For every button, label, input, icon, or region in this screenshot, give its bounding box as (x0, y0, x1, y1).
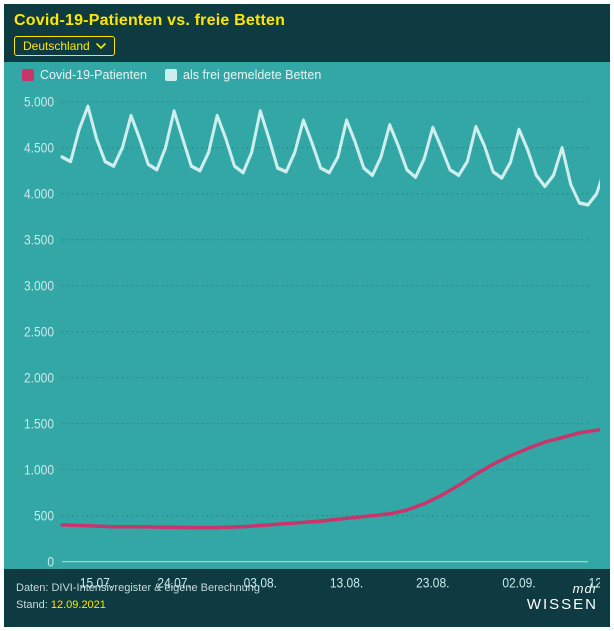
legend-label: Covid-19-Patienten (40, 68, 147, 82)
legend-item-patients: Covid-19-Patienten (22, 68, 147, 82)
y-tick-label: 5.000 (24, 94, 54, 110)
x-tick-label: 23.08. (416, 575, 449, 591)
region-label: Deutschland (23, 40, 90, 52)
legend-label: als frei gemeldete Betten (183, 68, 321, 82)
y-tick-label: 3.000 (24, 277, 54, 293)
x-tick-label: 03.08. (244, 575, 277, 591)
chart-title: Covid-19-Patienten vs. freie Betten (14, 12, 600, 30)
chart-legend: Covid-19-Patienten als frei gemeldete Be… (14, 62, 600, 90)
y-tick-label: 1.500 (24, 415, 54, 431)
stand-date: 12.09.2021 (51, 599, 106, 611)
y-tick-label: 500 (34, 507, 54, 523)
line-chart-svg: 0 500 1.000 1.500 2.000 2.500 3.000 3.500 4.000 4… (14, 90, 600, 597)
legend-swatch (22, 69, 34, 81)
y-tick-label: 1.000 (24, 461, 54, 477)
x-tick-label: 13.08. (330, 575, 363, 591)
x-tick-label: 15.07. (80, 575, 113, 591)
legend-item-free-beds: als frei gemeldete Betten (165, 68, 321, 82)
series-free-beds (62, 106, 600, 204)
y-tick-label: 2.000 (24, 369, 54, 385)
legend-swatch (165, 69, 177, 81)
y-tick-label: 4.000 (24, 186, 54, 202)
card-header: Covid-19-Patienten vs. freie Betten Deut… (4, 4, 610, 62)
x-tick-label: 12.09. (589, 575, 600, 591)
stand-line: Stand: 12.09.2021 (16, 597, 260, 614)
y-tick-label: 2.500 (24, 323, 54, 339)
stand-prefix: Stand: (16, 599, 51, 611)
chart-plot-area: Covid-19-Patienten als frei gemeldete Be… (4, 62, 610, 569)
series-patients (62, 428, 600, 527)
region-dropdown[interactable]: Deutschland (14, 36, 115, 56)
chevron-down-icon (96, 43, 106, 50)
y-tick-label: 4.500 (24, 140, 54, 156)
x-tick-label: 24.07. (157, 575, 190, 591)
y-tick-label: 0 (47, 553, 54, 569)
x-tick-label: 02.09. (502, 575, 535, 591)
brand-bottom: WISSEN (527, 597, 598, 614)
chart-card: Covid-19-Patienten vs. freie Betten Deut… (4, 4, 610, 627)
y-tick-label: 3.500 (24, 232, 54, 248)
